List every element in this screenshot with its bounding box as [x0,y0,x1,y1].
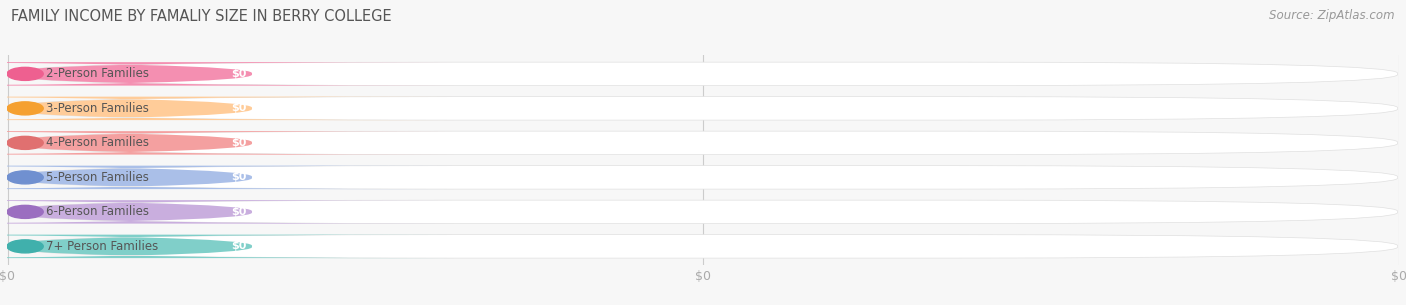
Text: FAMILY INCOME BY FAMALIY SIZE IN BERRY COLLEGE: FAMILY INCOME BY FAMALIY SIZE IN BERRY C… [11,9,392,24]
FancyBboxPatch shape [0,97,454,120]
FancyBboxPatch shape [8,235,1398,258]
Text: 7+ Person Families: 7+ Person Families [46,240,159,253]
Ellipse shape [7,171,44,184]
Text: Source: ZipAtlas.com: Source: ZipAtlas.com [1270,9,1395,22]
Text: $0: $0 [231,172,246,182]
Ellipse shape [7,67,44,81]
FancyBboxPatch shape [8,200,1398,224]
Text: 6-Person Families: 6-Person Families [46,205,149,218]
FancyBboxPatch shape [0,166,454,189]
FancyBboxPatch shape [0,62,454,86]
Text: 2-Person Families: 2-Person Families [46,67,149,81]
Ellipse shape [7,240,44,253]
FancyBboxPatch shape [8,131,1398,155]
Ellipse shape [7,102,44,115]
Ellipse shape [7,205,44,218]
Text: 5-Person Families: 5-Person Families [46,171,149,184]
FancyBboxPatch shape [0,200,454,224]
Text: 3-Person Families: 3-Person Families [46,102,149,115]
FancyBboxPatch shape [0,131,454,155]
Text: 4-Person Families: 4-Person Families [46,136,149,149]
FancyBboxPatch shape [8,166,1398,189]
Text: $0: $0 [231,69,246,79]
Ellipse shape [7,136,44,149]
FancyBboxPatch shape [0,235,454,258]
Text: $0: $0 [231,138,246,148]
FancyBboxPatch shape [8,97,1398,120]
Text: $0: $0 [231,207,246,217]
Text: $0: $0 [231,103,246,113]
Text: $0: $0 [231,241,246,251]
FancyBboxPatch shape [8,62,1398,86]
